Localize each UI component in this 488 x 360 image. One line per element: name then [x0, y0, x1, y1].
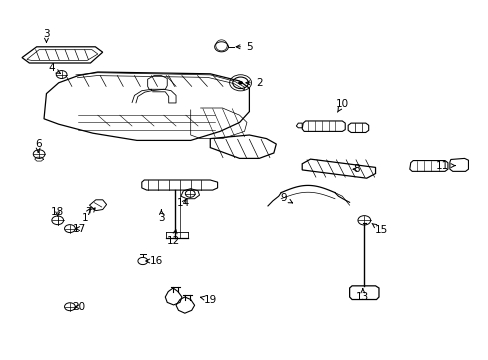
Text: 6: 6	[35, 139, 41, 152]
Text: 20: 20	[73, 302, 85, 312]
Text: 3: 3	[43, 29, 50, 42]
Text: 10: 10	[335, 99, 348, 112]
Text: 4: 4	[48, 63, 60, 73]
Text: 7: 7	[84, 207, 91, 217]
Circle shape	[238, 81, 243, 85]
Text: 13: 13	[355, 289, 369, 302]
Text: 11: 11	[435, 161, 454, 171]
Text: 14: 14	[176, 198, 190, 208]
Text: 5: 5	[236, 42, 252, 52]
Text: 16: 16	[145, 256, 163, 266]
Text: 15: 15	[371, 224, 387, 235]
Text: 1: 1	[82, 208, 95, 223]
Text: 2: 2	[245, 78, 262, 88]
Text: 18: 18	[51, 207, 64, 217]
Text: 8: 8	[352, 164, 360, 174]
Text: 19: 19	[200, 294, 217, 305]
Text: 17: 17	[73, 224, 86, 234]
Text: 9: 9	[280, 193, 292, 203]
Text: 12: 12	[166, 230, 180, 246]
Text: 3: 3	[158, 210, 164, 223]
